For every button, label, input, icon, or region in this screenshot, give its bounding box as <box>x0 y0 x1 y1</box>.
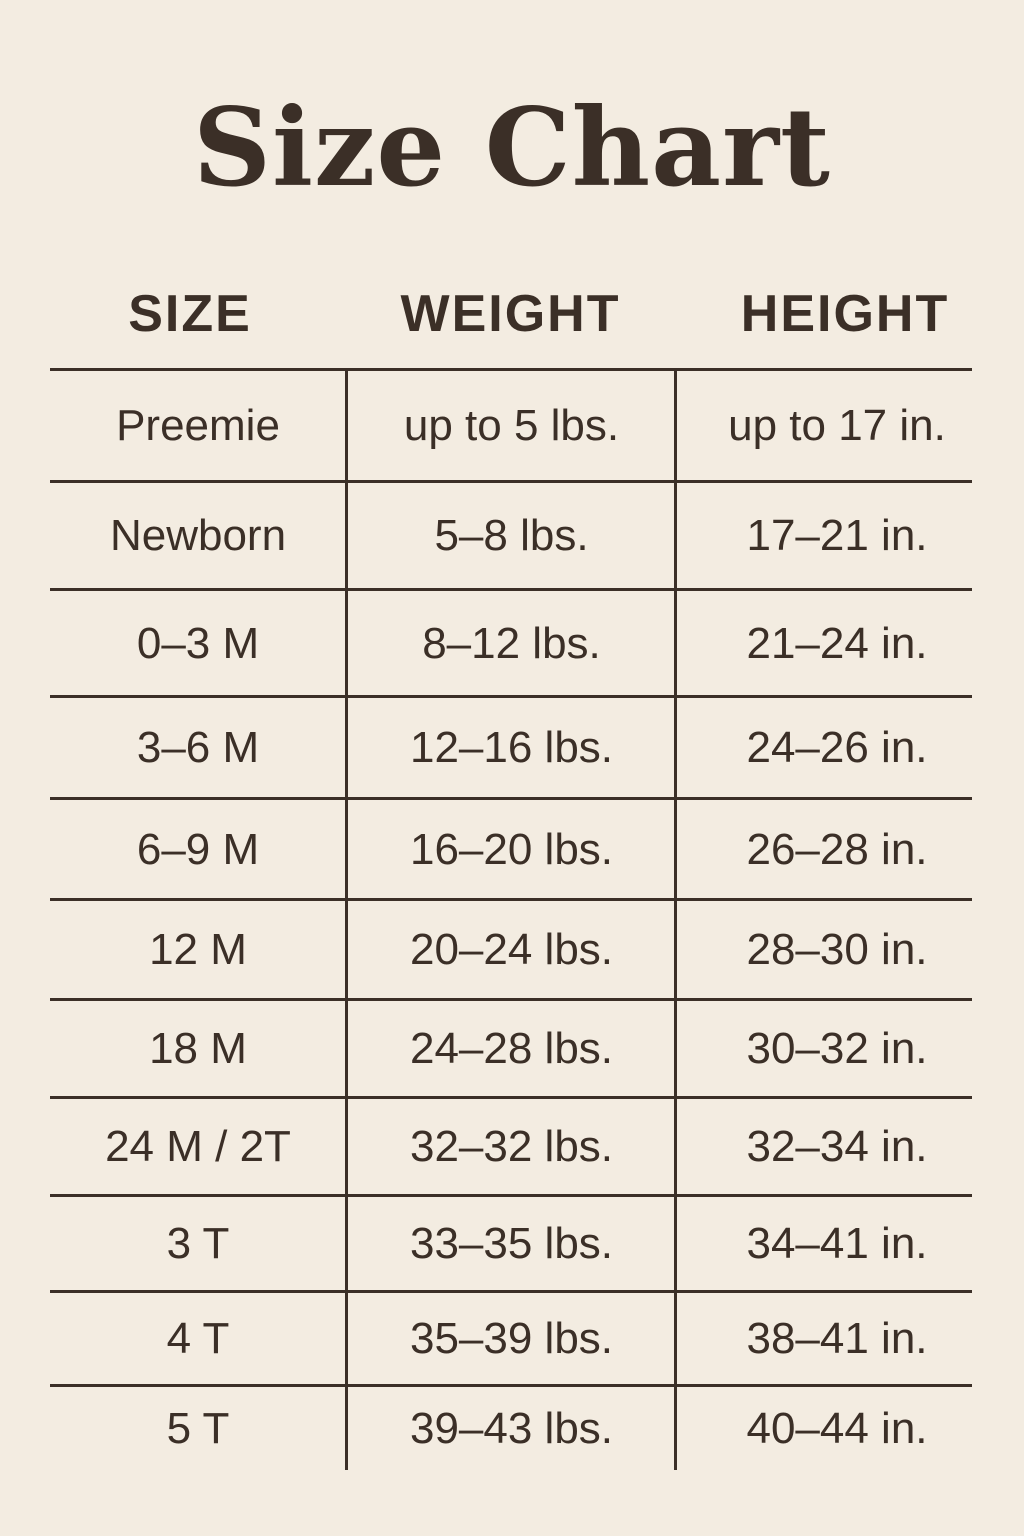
column-divider <box>345 369 348 1470</box>
weight-cell: 39–43 lbs. <box>409 1403 614 1453</box>
size-cell: Preemie <box>116 401 280 450</box>
height-cell: 17–21 in. <box>746 511 928 560</box>
weight-cell: 12–16 lbs. <box>409 723 614 772</box>
size-cell: 0–3 M <box>136 618 260 668</box>
height-cell: 30–32 in. <box>746 1024 928 1073</box>
height-cell: 40–44 in. <box>746 1403 928 1453</box>
weight-cell: 5–8 lbs. <box>434 511 589 560</box>
height-cell: 28–30 in. <box>746 925 928 974</box>
weight-cell: 32–32 lbs. <box>409 1122 614 1171</box>
weight-cell: 24–28 lbs. <box>409 1024 614 1073</box>
height-cell: 32–34 in. <box>746 1122 928 1171</box>
header-size: SIZE <box>128 285 252 343</box>
height-cell: 21–24 in. <box>746 618 928 668</box>
row-divider <box>50 1290 972 1293</box>
size-cell: 3–6 M <box>136 723 260 772</box>
weight-cell: 16–20 lbs. <box>409 824 614 874</box>
row-divider <box>50 368 972 371</box>
row-divider <box>50 695 972 698</box>
row-divider <box>50 1194 972 1197</box>
header-height: HEIGHT <box>740 285 950 343</box>
size-cell: 6–9 M <box>136 824 260 874</box>
row-divider <box>50 1096 972 1099</box>
height-cell: up to 17 in. <box>728 401 946 450</box>
weight-cell: 33–35 lbs. <box>409 1219 614 1268</box>
size-cell: 4 T <box>166 1314 230 1363</box>
column-divider <box>674 369 677 1470</box>
row-divider <box>50 588 972 591</box>
weight-cell: 20–24 lbs. <box>409 925 614 974</box>
size-cell: Newborn <box>109 511 287 560</box>
row-divider <box>50 480 972 483</box>
height-cell: 26–28 in. <box>746 824 928 874</box>
size-cell: 24 M / 2T <box>105 1122 291 1171</box>
size-cell: 18 M <box>149 1024 247 1073</box>
size-cell: 5 T <box>166 1403 230 1453</box>
row-divider <box>50 797 972 800</box>
row-divider <box>50 998 972 1001</box>
size-cell: 12 M <box>149 925 247 974</box>
height-cell: 24–26 in. <box>746 723 928 772</box>
height-cell: 34–41 in. <box>746 1219 928 1268</box>
height-cell: 38–41 in. <box>746 1314 928 1363</box>
weight-cell: 8–12 lbs. <box>422 618 601 668</box>
size-cell: 3 T <box>166 1219 230 1268</box>
page-title: Size Chart <box>193 85 831 211</box>
row-divider <box>50 1384 972 1387</box>
header-weight: WEIGHT <box>400 285 621 343</box>
weight-cell: 35–39 lbs. <box>409 1314 614 1363</box>
row-divider <box>50 898 972 901</box>
weight-cell: up to 5 lbs. <box>403 401 620 450</box>
